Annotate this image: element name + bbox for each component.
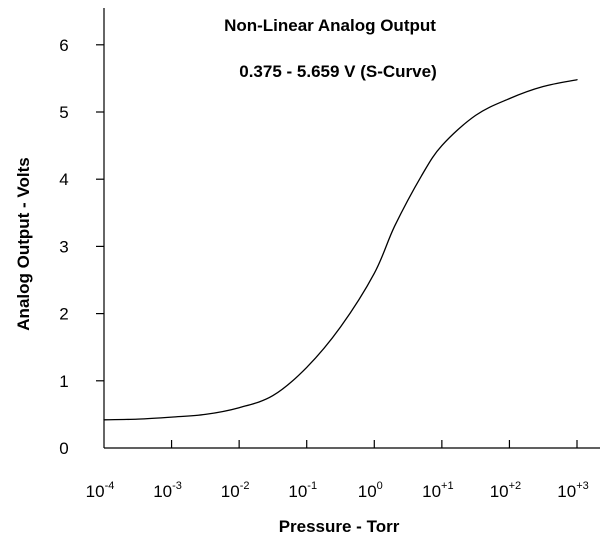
x-tick-label: 10-4 bbox=[86, 480, 115, 501]
y-axis-title: Analog Output - Volts bbox=[14, 157, 33, 330]
chart-subtitle: 0.375 - 5.659 V (S-Curve) bbox=[239, 62, 436, 81]
y-tick-label: 3 bbox=[59, 237, 68, 256]
x-tick-label: 100 bbox=[358, 480, 383, 501]
y-axis: 0 1 2 3 4 5 6 bbox=[59, 8, 105, 458]
x-tick-label: 10-3 bbox=[153, 480, 182, 501]
x-axis-title: Pressure - Torr bbox=[279, 517, 400, 536]
x-tick-label: 10+2 bbox=[490, 480, 521, 501]
series-group bbox=[103, 79, 578, 421]
y-tick-label: 2 bbox=[59, 305, 68, 324]
y-tick-label: 1 bbox=[59, 372, 68, 391]
x-tick-label: 10-1 bbox=[288, 480, 317, 501]
y-tick-label: 0 bbox=[59, 439, 68, 458]
y-tick-label: 4 bbox=[59, 170, 68, 189]
y-tick-label: 5 bbox=[59, 103, 68, 122]
x-tick-label: 10+1 bbox=[422, 480, 453, 501]
y-tick-label: 6 bbox=[59, 36, 68, 55]
x-tick-label: 10-2 bbox=[221, 480, 250, 501]
x-axis: 10-4 10-3 10-2 10-1 100 10+1 10+2 10+3 bbox=[86, 440, 600, 501]
chart-title: Non-Linear Analog Output bbox=[224, 16, 436, 35]
series-line bbox=[103, 79, 578, 421]
x-tick-label: 10+3 bbox=[557, 480, 588, 501]
